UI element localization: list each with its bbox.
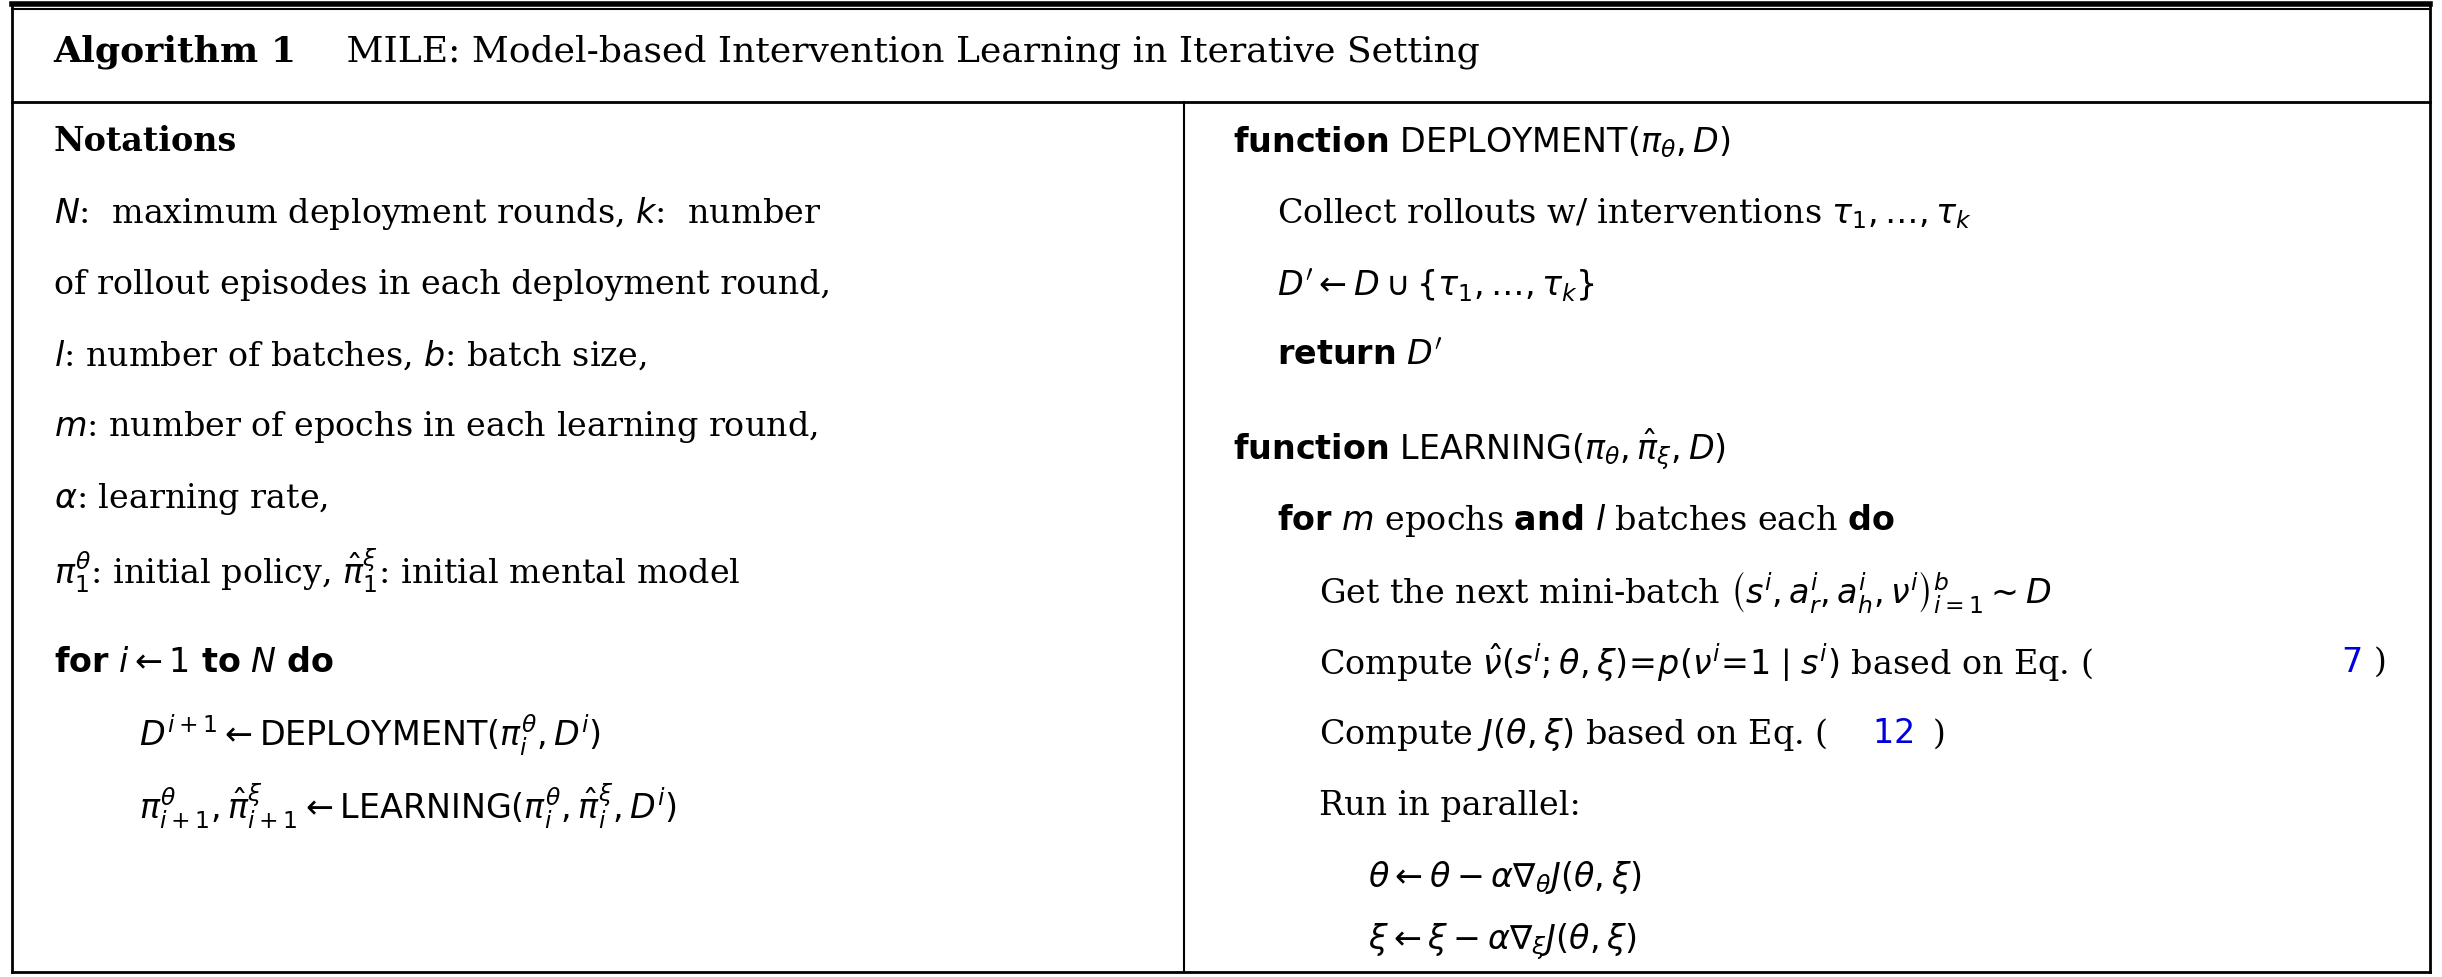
- Text: $N$:  maximum deployment rounds, $k$:  number: $N$: maximum deployment rounds, $k$: num…: [54, 194, 821, 232]
- Text: Get the next mini-batch $\left(s^i, a_r^i, a_h^i, \nu^i\right)_{i=1}^{b} \sim D$: Get the next mini-batch $\left(s^i, a_r^…: [1319, 568, 2051, 614]
- Text: $\pi_1^{\theta}$: initial policy, $\hat{\pi}_1^{\xi}$: initial mental model: $\pi_1^{\theta}$: initial policy, $\hat{…: [54, 545, 740, 594]
- Text: Notations: Notations: [54, 125, 237, 158]
- Text: $\mathbf{return}\ D'$: $\mathbf{return}\ D'$: [1277, 340, 1443, 371]
- Text: $m$: number of epochs in each learning round,: $m$: number of epochs in each learning r…: [54, 409, 818, 445]
- Text: $D' \leftarrow D \cup \{\tau_1, \ldots, \tau_k\}$: $D' \leftarrow D \cup \{\tau_1, \ldots, …: [1277, 267, 1595, 302]
- Text: $\mathbf{function}\ \mathrm{LEARNING}(\pi_\theta, \hat{\pi}_\xi, D)$: $\mathbf{function}\ \mathrm{LEARNING}(\p…: [1233, 425, 1726, 471]
- Text: Compute $\hat{\nu}(s^i; \theta, \xi)\!=\!p(\nu^i\!=\!1 \mid s^i)$ based on Eq. (: Compute $\hat{\nu}(s^i; \theta, \xi)\!=\…: [1319, 641, 2093, 684]
- Text: ): ): [1934, 718, 1946, 749]
- Text: $\alpha$: learning rate,: $\alpha$: learning rate,: [54, 481, 327, 516]
- Text: $\mathbf{function}\ \mathrm{DEPLOYMENT}(\pi_\theta, D)$: $\mathbf{function}\ \mathrm{DEPLOYMENT}(…: [1233, 124, 1731, 159]
- Text: $\xi \leftarrow \xi - \alpha\nabla_{\xi} J(\theta, \xi)$: $\xi \leftarrow \xi - \alpha\nabla_{\xi}…: [1368, 920, 1636, 960]
- Text: Run in parallel:: Run in parallel:: [1319, 789, 1580, 821]
- Text: $7$: $7$: [2342, 647, 2361, 678]
- Text: Collect rollouts w/ interventions $\tau_1, \ldots, \tau_k$: Collect rollouts w/ interventions $\tau_…: [1277, 195, 1971, 231]
- Text: $D^{i+1} \leftarrow \mathrm{DEPLOYMENT}(\pi_i^{\theta}, D^i)$: $D^{i+1} \leftarrow \mathrm{DEPLOYMENT}(…: [139, 711, 601, 756]
- Text: Algorithm 1: Algorithm 1: [54, 34, 298, 69]
- Text: $l$: number of batches, $b$: batch size,: $l$: number of batches, $b$: batch size,: [54, 339, 647, 372]
- Text: $\mathbf{for}\ m$ epochs $\mathbf{and}\ l$ batches each $\mathbf{do}$: $\mathbf{for}\ m$ epochs $\mathbf{and}\ …: [1277, 501, 1895, 538]
- Text: of rollout episodes in each deployment round,: of rollout episodes in each deployment r…: [54, 269, 830, 300]
- Text: $\pi_{i+1}^{\theta}, \hat{\pi}_{i+1}^{\xi} \leftarrow \mathrm{LEARNING}(\pi_i^{\: $\pi_{i+1}^{\theta}, \hat{\pi}_{i+1}^{\x…: [139, 781, 676, 829]
- Text: Compute $J(\theta, \xi)$ based on Eq. (: Compute $J(\theta, \xi)$ based on Eq. (: [1319, 715, 1827, 752]
- Text: $\mathbf{for}\ i \leftarrow 1\ \mathbf{to}\ N\ \mathbf{do}$: $\mathbf{for}\ i \leftarrow 1\ \mathbf{t…: [54, 647, 335, 678]
- Text: MILE: Model-based Intervention Learning in Iterative Setting: MILE: Model-based Intervention Learning …: [335, 34, 1480, 69]
- Text: $\theta \leftarrow \theta - \alpha\nabla_{\theta} J(\theta, \xi)$: $\theta \leftarrow \theta - \alpha\nabla…: [1368, 858, 1641, 895]
- Text: ): ): [2374, 647, 2386, 678]
- Text: $12$: $12$: [1873, 718, 1912, 749]
